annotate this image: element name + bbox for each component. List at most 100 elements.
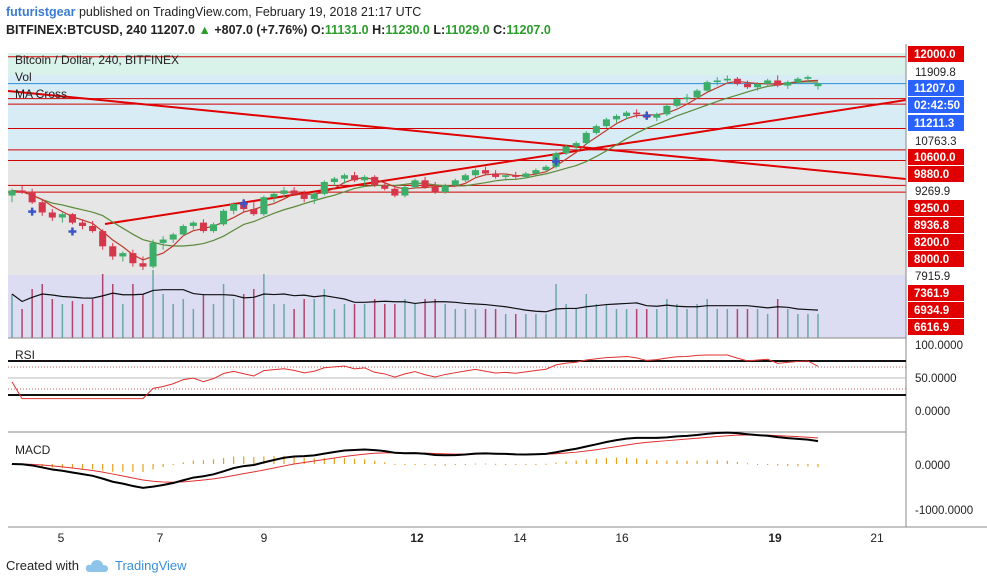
macd-hist-bar: [474, 463, 477, 465]
volume-bar: [212, 304, 215, 338]
macd-hist-bar: [424, 464, 426, 465]
svg-text:11207.0: 11207.0: [914, 83, 955, 95]
macd-hist-bar: [81, 464, 84, 469]
candle: [713, 77, 721, 86]
volume-bar: [283, 304, 285, 338]
candle: [381, 180, 389, 191]
volume-bar: [91, 299, 94, 338]
macd-hist-bar: [333, 457, 335, 464]
candle: [290, 187, 298, 196]
candle: [280, 187, 288, 198]
volume-bar: [31, 289, 33, 338]
volume-bar: [384, 304, 386, 338]
created-with-text: Created with: [6, 558, 79, 573]
candle: [451, 178, 459, 188]
macd-hist-bar: [696, 460, 698, 464]
rsi-line: [11, 354, 819, 400]
macd-hist-bar: [353, 458, 356, 464]
price-label: 11207.0: [908, 80, 964, 96]
macd-hist-bar: [565, 461, 567, 464]
cross-marker: [239, 199, 248, 208]
volume-bar: [51, 299, 54, 338]
macd-hist-bar: [364, 459, 366, 464]
macd-hist-bar: [636, 458, 638, 464]
price-label: 8000.0: [908, 251, 964, 267]
volume-bar: [776, 299, 779, 338]
volume-bar: [152, 270, 154, 338]
candle: [602, 117, 610, 128]
macd-hist-bar: [343, 457, 346, 464]
candle: [582, 131, 590, 145]
price-label: 6616.9: [908, 319, 964, 335]
volume-bar: [222, 284, 225, 338]
candles: [8, 75, 822, 270]
volume-bar: [454, 309, 457, 338]
macd-hist-bar: [61, 464, 63, 468]
ma-cross-markers: [28, 111, 651, 236]
svg-text:10763.3: 10763.3: [915, 136, 957, 148]
macd-hist-bar: [777, 464, 779, 466]
ohlc-line: BITFINEX:BTCUSD, 240 11207.0 ▲ +807.0 (+…: [6, 22, 551, 38]
candle: [109, 242, 117, 260]
candle: [653, 112, 661, 122]
macd-hist-bar: [152, 464, 154, 470]
macd-hist-bar: [656, 460, 658, 464]
svg-text:9269.9: 9269.9: [915, 186, 950, 198]
tradingview-cloud-icon: [85, 559, 108, 572]
candle: [431, 182, 439, 194]
macd-hist-bar: [495, 463, 497, 465]
volume-bar: [615, 309, 618, 338]
svg-text:11211.3: 11211.3: [914, 118, 954, 130]
macd-hist-bar: [303, 457, 305, 464]
candle: [189, 220, 197, 230]
candle: [481, 166, 490, 176]
rsi-axis: 100.0000 50.0000 0.0000: [915, 340, 963, 418]
volume-bar: [756, 309, 759, 338]
macd-hist-bar: [404, 464, 406, 465]
candle: [199, 219, 207, 233]
rsi-tick: 100.0000: [915, 340, 963, 352]
volume-bar: [484, 309, 487, 338]
author-link[interactable]: futuristgear: [6, 5, 76, 19]
volume-bar: [585, 294, 588, 338]
macd-hist-bar: [222, 457, 225, 464]
svg-text:8200.0: 8200.0: [914, 237, 949, 249]
high-label: H:: [372, 23, 386, 37]
svg-text:10600.0: 10600.0: [914, 152, 956, 164]
volume-bar: [595, 304, 598, 338]
macd-hist-bar: [726, 460, 728, 464]
macd-tick: -1000.0000: [915, 505, 973, 517]
downtrend-line: [7, 90, 907, 180]
main-pane-title: Bitcoin / Dollar, 240, BITFINEX: [15, 53, 179, 67]
candle: [522, 171, 530, 179]
zone-green: [8, 53, 906, 75]
candle: [139, 256, 147, 270]
volume-bar: [605, 304, 608, 338]
candle: [330, 176, 338, 186]
macd-hist-bar: [172, 464, 174, 465]
tradingview-brand-link[interactable]: TradingView: [114, 558, 187, 573]
candle: [99, 229, 107, 250]
svg-text:6934.9: 6934.9: [914, 305, 949, 317]
macd-hist-bar: [535, 464, 537, 465]
macd-hist-bar: [293, 456, 295, 464]
candle: [260, 195, 268, 216]
candle: [250, 200, 258, 216]
macd-hist-bar: [142, 464, 144, 472]
candle: [492, 170, 500, 179]
candle: [804, 75, 812, 83]
macd-histogram: [11, 455, 819, 472]
macd-hist-bar: [92, 464, 94, 470]
macd-hist-bar: [646, 459, 648, 464]
price-axis: 12000.0 11909.8 11207.0 02:42:50 11211.3 1076…: [908, 46, 964, 335]
price-label: 7915.9: [915, 271, 950, 283]
macd-hist-bar: [555, 462, 557, 464]
macd-hist-bar: [625, 457, 628, 464]
time-tick: 21: [870, 531, 884, 545]
volume-bars: [11, 270, 819, 338]
candle: [512, 171, 520, 179]
volume-bar: [464, 309, 467, 338]
cross-marker: [28, 207, 37, 216]
candle: [703, 80, 711, 93]
